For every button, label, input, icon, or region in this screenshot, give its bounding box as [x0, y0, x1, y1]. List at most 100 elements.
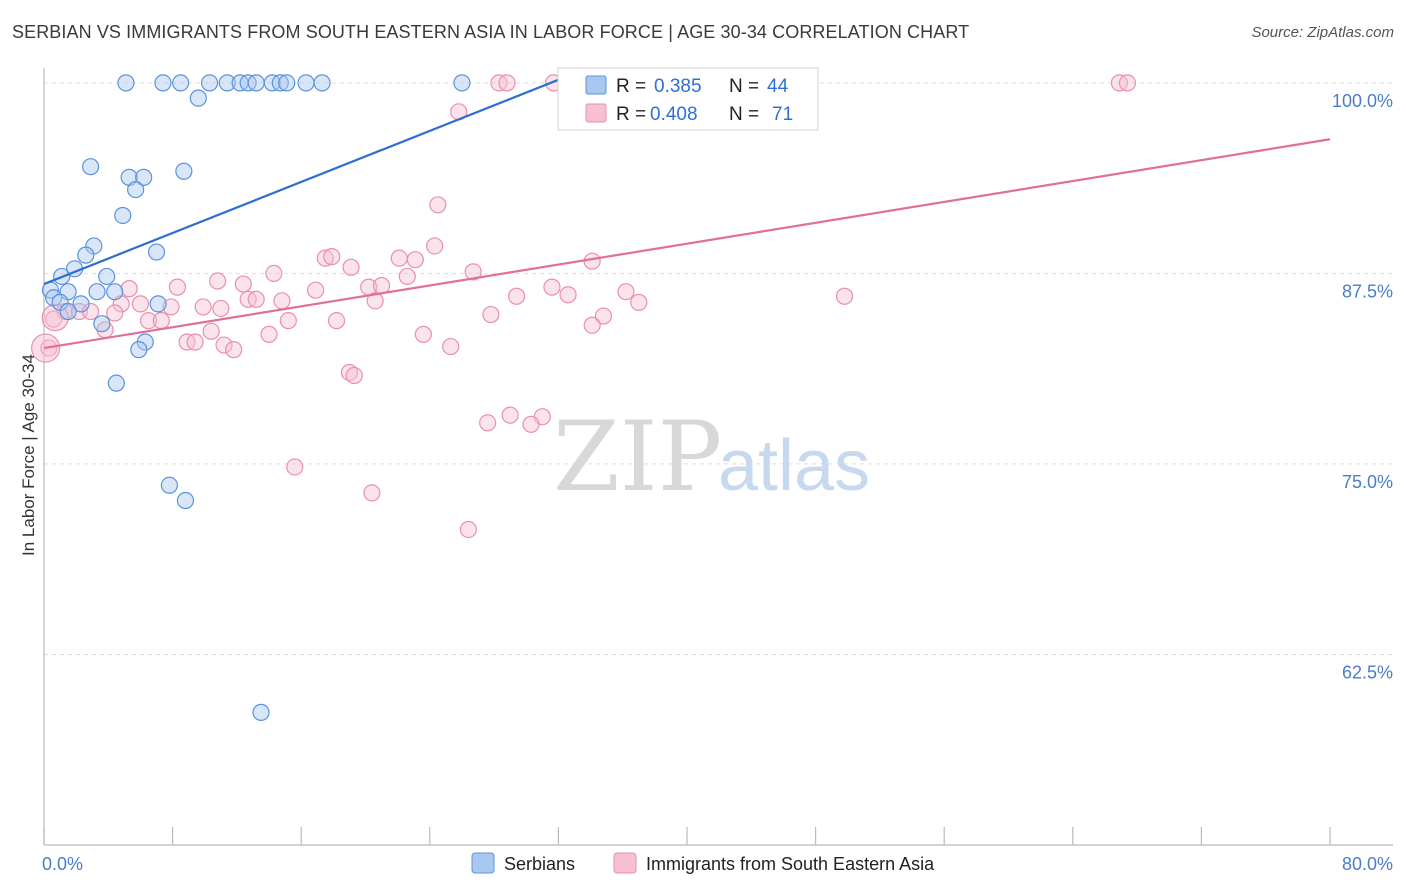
- immigrants-point-41: [139, 312, 158, 330]
- serbians-point-30: [106, 283, 124, 301]
- immigrants-point-53: [186, 333, 204, 351]
- immigrants-point-34: [194, 298, 212, 316]
- watermark-atlas: atlas: [718, 426, 870, 506]
- immigrants-point-14: [265, 264, 283, 282]
- serbians-point-35: [149, 295, 167, 313]
- immigrants-point-59: [345, 366, 363, 385]
- immigrants-point-23: [543, 278, 561, 296]
- legend-pink-r-label: R =: [616, 104, 646, 125]
- immigrants-point-69: [617, 283, 635, 301]
- immigrants-point-20: [307, 281, 325, 299]
- immigrants-point-49: [202, 322, 220, 340]
- serbians-point-12: [313, 74, 331, 92]
- serbians-point-23: [147, 243, 166, 261]
- serbians-point-3: [200, 74, 219, 92]
- serbians-point-21: [114, 206, 132, 225]
- series-serbians-points: [41, 74, 651, 721]
- immigrants-point-10: [323, 248, 341, 266]
- immigrants-point-9: [316, 249, 334, 267]
- immigrants-trend-line: [43, 138, 1331, 350]
- immigrants-point-68: [342, 258, 360, 276]
- immigrants-point-42: [152, 312, 170, 330]
- serbians-point-10: [278, 74, 296, 92]
- serbians-point-43: [252, 703, 270, 721]
- immigrants-point-54: [215, 336, 233, 354]
- series-immigrants-points: [31, 74, 1137, 539]
- immigrants-point-19: [120, 280, 138, 298]
- y-tick-label-3: 62.5%: [1342, 662, 1393, 682]
- immigrants-point-30: [630, 293, 648, 311]
- serbians-point-20: [127, 180, 145, 199]
- serbians-point-27: [98, 267, 116, 286]
- immigrants-point-51: [414, 325, 432, 343]
- immigrants-point-cluster-2: [41, 304, 69, 332]
- x-tick-max: 80.0%: [1342, 854, 1393, 874]
- immigrants-point-45: [482, 305, 500, 324]
- serbians-point-4: [218, 74, 236, 92]
- serbians-point-9: [271, 74, 289, 92]
- y-tick-label-0: 100.0%: [1332, 91, 1393, 111]
- serbians-point-1: [154, 74, 172, 92]
- serbians-point-39: [130, 341, 148, 359]
- y-tick-labels: 100.0% 87.5% 75.0% 62.5%: [1332, 91, 1393, 683]
- immigrants-point-5: [1118, 74, 1137, 92]
- immigrants-point-28: [273, 292, 291, 310]
- series-legend: Serbians Immigrants from South Eastern A…: [471, 852, 935, 874]
- legend-blue-r-value: 0.385: [654, 76, 702, 97]
- immigrants-point-47: [583, 316, 601, 334]
- serbians-point-13: [453, 74, 471, 92]
- legend-pink-n-value: 71: [772, 104, 793, 125]
- legend-swatch-blue: [585, 75, 607, 95]
- immigrants-point-8: [426, 237, 444, 255]
- serbians-point-41: [160, 476, 178, 494]
- serbians-point-7: [247, 74, 265, 92]
- bottom-legend-serbians: Serbians: [504, 854, 575, 874]
- x-tick-min: 0.0%: [42, 854, 83, 874]
- serbians-point-36: [59, 302, 77, 321]
- immigrants-point-44: [327, 312, 346, 330]
- legend-blue-r-label: R =: [616, 76, 646, 97]
- trend-lines: [43, 78, 1331, 350]
- immigrants-point-39: [106, 304, 124, 322]
- serbians-point-40: [107, 374, 125, 392]
- immigrants-point-63: [522, 415, 540, 433]
- chart-title: SERBIAN VS IMMIGRANTS FROM SOUTH EASTERN…: [12, 22, 970, 42]
- bottom-legend-immigrants: Immigrants from South Eastern Asia: [646, 854, 935, 874]
- watermark-zip: ZIP: [553, 401, 722, 513]
- immigrants-point-27: [247, 290, 265, 308]
- immigrants-point-55: [225, 341, 243, 359]
- immigrants-point-66: [459, 520, 477, 539]
- immigrants-point-15: [464, 263, 482, 281]
- legend-blue-n-value: 44: [767, 76, 789, 97]
- immigrants-point-25: [835, 287, 854, 305]
- source-credit: Source: ZipAtlas.com: [1251, 24, 1394, 41]
- y-axis-label: In Labor Force | Age 30-34: [19, 354, 38, 556]
- serbians-point-31: [88, 283, 106, 301]
- stats-legend: R = 0.385 N = 44 R = 0.408 N = 71: [557, 67, 819, 131]
- y-tick-label-2: 75.0%: [1342, 472, 1393, 492]
- immigrants-point-70: [209, 272, 227, 290]
- immigrants-point-11: [390, 249, 408, 267]
- y-tick-label-1: 87.5%: [1342, 281, 1393, 301]
- immigrants-point-1: [498, 74, 516, 92]
- serbians-point-18: [135, 168, 153, 186]
- immigrants-point-17: [234, 275, 252, 293]
- immigrants-point-24: [559, 286, 577, 304]
- immigrants-point-18: [168, 278, 187, 296]
- serbians-point-0: [117, 74, 135, 92]
- legend-pink-n-label: N =: [729, 104, 759, 125]
- immigrants-point-50: [260, 325, 278, 343]
- serbians-point-15: [189, 89, 207, 107]
- immigrants-point-46: [594, 307, 613, 325]
- bottom-legend-swatch-immigrants: [613, 852, 637, 874]
- axes: [43, 68, 1393, 846]
- immigrants-point-64: [286, 458, 304, 476]
- immigrants-point-67: [508, 287, 526, 305]
- immigrants-point-32: [131, 295, 150, 313]
- legend-pink-r-value: 0.408: [650, 104, 698, 125]
- serbians-point-19: [175, 162, 193, 180]
- immigrants-point-56: [442, 337, 460, 356]
- immigrants-point-13: [583, 252, 601, 270]
- immigrants-point-62: [479, 414, 497, 432]
